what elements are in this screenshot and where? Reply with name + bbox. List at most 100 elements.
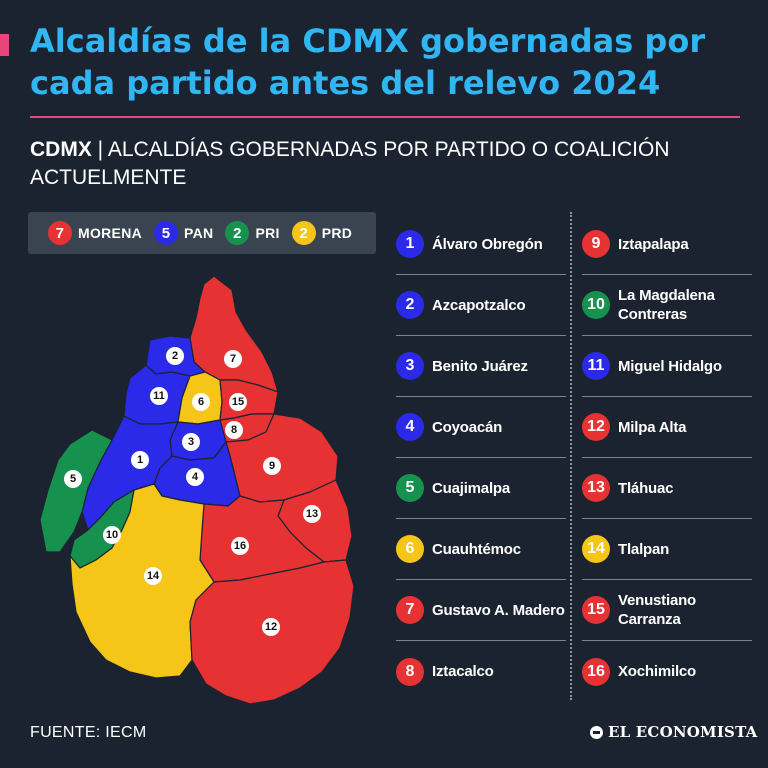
list-item: 4 Coyoacán — [396, 397, 566, 458]
map-label-bg — [150, 387, 168, 405]
title-divider — [30, 116, 740, 118]
region-14 — [69, 483, 215, 679]
legend-party-label: PRD — [321, 225, 353, 241]
map-label-bg — [224, 350, 242, 368]
party-legend: 7 MORENA 5 PAN 2 PRI 2 PRD — [28, 212, 376, 254]
map-label-bg — [263, 457, 281, 475]
number-badge: 3 — [396, 352, 424, 380]
list-item: 5 Cuajimalpa — [396, 458, 566, 519]
page-title: Alcaldías de la CDMX gobernadas por cada… — [30, 22, 706, 102]
map-label: 11 — [153, 390, 165, 402]
number-badge: 6 — [396, 535, 424, 563]
list-item: 1 Álvaro Obregón — [396, 214, 566, 275]
alcaldia-name: Cuauhtémoc — [432, 540, 521, 558]
number-badge: 15 — [582, 596, 610, 624]
list-item: 6 Cuauhtémoc — [396, 519, 566, 580]
map-label-bg — [231, 537, 249, 555]
number-badge: 13 — [582, 474, 610, 502]
map-label-bg — [192, 393, 210, 411]
map-label-bg — [229, 393, 247, 411]
legend-party-label: PRI — [255, 225, 280, 241]
cdmx-map: 7 2 11 6 15 8 3 1 4 9 5 13 10 16 14 12 — [39, 275, 355, 705]
number-badge: 4 — [396, 413, 424, 441]
accent-bar — [0, 34, 9, 56]
map-label: 16 — [234, 540, 246, 552]
alcaldia-name: Miguel Hidalgo — [618, 357, 722, 375]
map-label-bg — [144, 567, 162, 585]
number-badge: 5 — [396, 474, 424, 502]
legend-party-label: PAN — [184, 225, 214, 241]
list-item: 2 Azcapotzalco — [396, 275, 566, 336]
list-item: 15 Venustiano Carranza — [582, 580, 752, 641]
alcaldias-list-left: 1 Álvaro Obregón 2 Azcapotzalco 3 Benito Ju… — [396, 214, 566, 702]
legend-item-morena: 7 MORENA — [48, 221, 142, 245]
legend-count-badge: 5 — [154, 221, 179, 245]
map-label: 5 — [70, 473, 76, 485]
number-badge: 1 — [396, 230, 424, 258]
list-item: 11 Miguel Hidalgo — [582, 336, 752, 397]
list-item: 14 Tlalpan — [582, 519, 752, 580]
legend-party-label: MORENA — [78, 225, 143, 241]
map-label: 8 — [231, 424, 237, 436]
number-badge: 9 — [582, 230, 610, 258]
alcaldia-name: La Magdalena Contreras — [618, 287, 715, 323]
source-note: FUENTE: IECM — [30, 724, 147, 741]
alcaldia-name: Álvaro Obregón — [432, 235, 543, 253]
legend-count-badge: 2 — [225, 221, 250, 245]
map-label: 14 — [147, 570, 160, 582]
brand-mark-icon — [590, 725, 603, 739]
number-badge: 11 — [582, 352, 610, 380]
region-5 — [39, 429, 113, 553]
map-label-bg — [131, 451, 149, 469]
list-item: 16 Xochimilco — [582, 641, 752, 702]
map-label: 15 — [232, 396, 244, 408]
alcaldia-name: Gustavo A. Madero — [432, 601, 565, 619]
number-badge: 7 — [396, 596, 424, 624]
map-number-labels: 7 2 11 6 15 8 3 1 4 9 5 13 10 16 14 12 — [64, 347, 321, 636]
alcaldia-name: Venustiano Carranza — [618, 592, 697, 628]
list-item: 8 Iztacalco — [396, 641, 566, 702]
list-item: 9 Iztapalapa — [582, 214, 752, 275]
map-label: 7 — [230, 353, 236, 365]
list-item: 12 Milpa Alta — [582, 397, 752, 458]
subtitle-text: ALCALDÍAS GOBERNADAS POR PARTIDO O COALI… — [30, 138, 670, 189]
map-label-bg — [225, 421, 243, 439]
alcaldia-name: Tláhuac — [618, 479, 674, 497]
alcaldia-name: Cuajimalpa — [432, 479, 511, 497]
alcaldia-name: Iztapalapa — [618, 235, 689, 253]
map-label: 9 — [269, 460, 275, 472]
legend-count-badge: 2 — [291, 221, 316, 245]
alcaldia-name: Coyoacán — [432, 418, 503, 436]
map-label-bg — [103, 526, 121, 544]
map-label: 10 — [106, 529, 118, 541]
map-label: 12 — [265, 621, 277, 633]
alcaldia-name: Iztacalco — [432, 663, 494, 680]
map-label-bg — [166, 347, 184, 365]
list-divider — [570, 212, 572, 700]
list-item: 7 Gustavo A. Madero — [396, 580, 566, 641]
number-badge: 12 — [582, 413, 610, 441]
list-item: 3 Benito Juárez — [396, 336, 566, 397]
subtitle-separator: | — [91, 138, 108, 161]
alcaldia-name: Tlalpan — [618, 540, 670, 558]
map-label: 3 — [188, 436, 194, 448]
alcaldias-list-right: 9 Iztapalapa 10 La Magdalena Contreras 11 M… — [582, 214, 752, 702]
map-label-bg — [262, 618, 280, 636]
alcaldia-name: Xochimilco — [618, 663, 697, 680]
list-item: 13 Tláhuac — [582, 458, 752, 519]
brand-logo: EL ECONOMISTA — [590, 723, 757, 741]
map-label: 6 — [198, 396, 204, 408]
alcaldia-name: Benito Juárez — [432, 357, 528, 375]
number-badge: 2 — [396, 291, 424, 319]
map-label: 13 — [306, 508, 318, 520]
legend-item-prd: 2 PRD — [291, 221, 353, 245]
map-label: 2 — [172, 350, 178, 362]
map-label-bg — [186, 468, 204, 486]
number-badge: 16 — [582, 657, 610, 686]
list-item: 10 La Magdalena Contreras — [582, 275, 752, 336]
alcaldia-name: Azcapotzalco — [432, 296, 526, 314]
map-label: 1 — [137, 454, 143, 466]
legend-item-pan: 5 PAN — [154, 221, 213, 245]
legend-count-badge: 7 — [48, 221, 72, 245]
map-label-bg — [303, 505, 321, 523]
